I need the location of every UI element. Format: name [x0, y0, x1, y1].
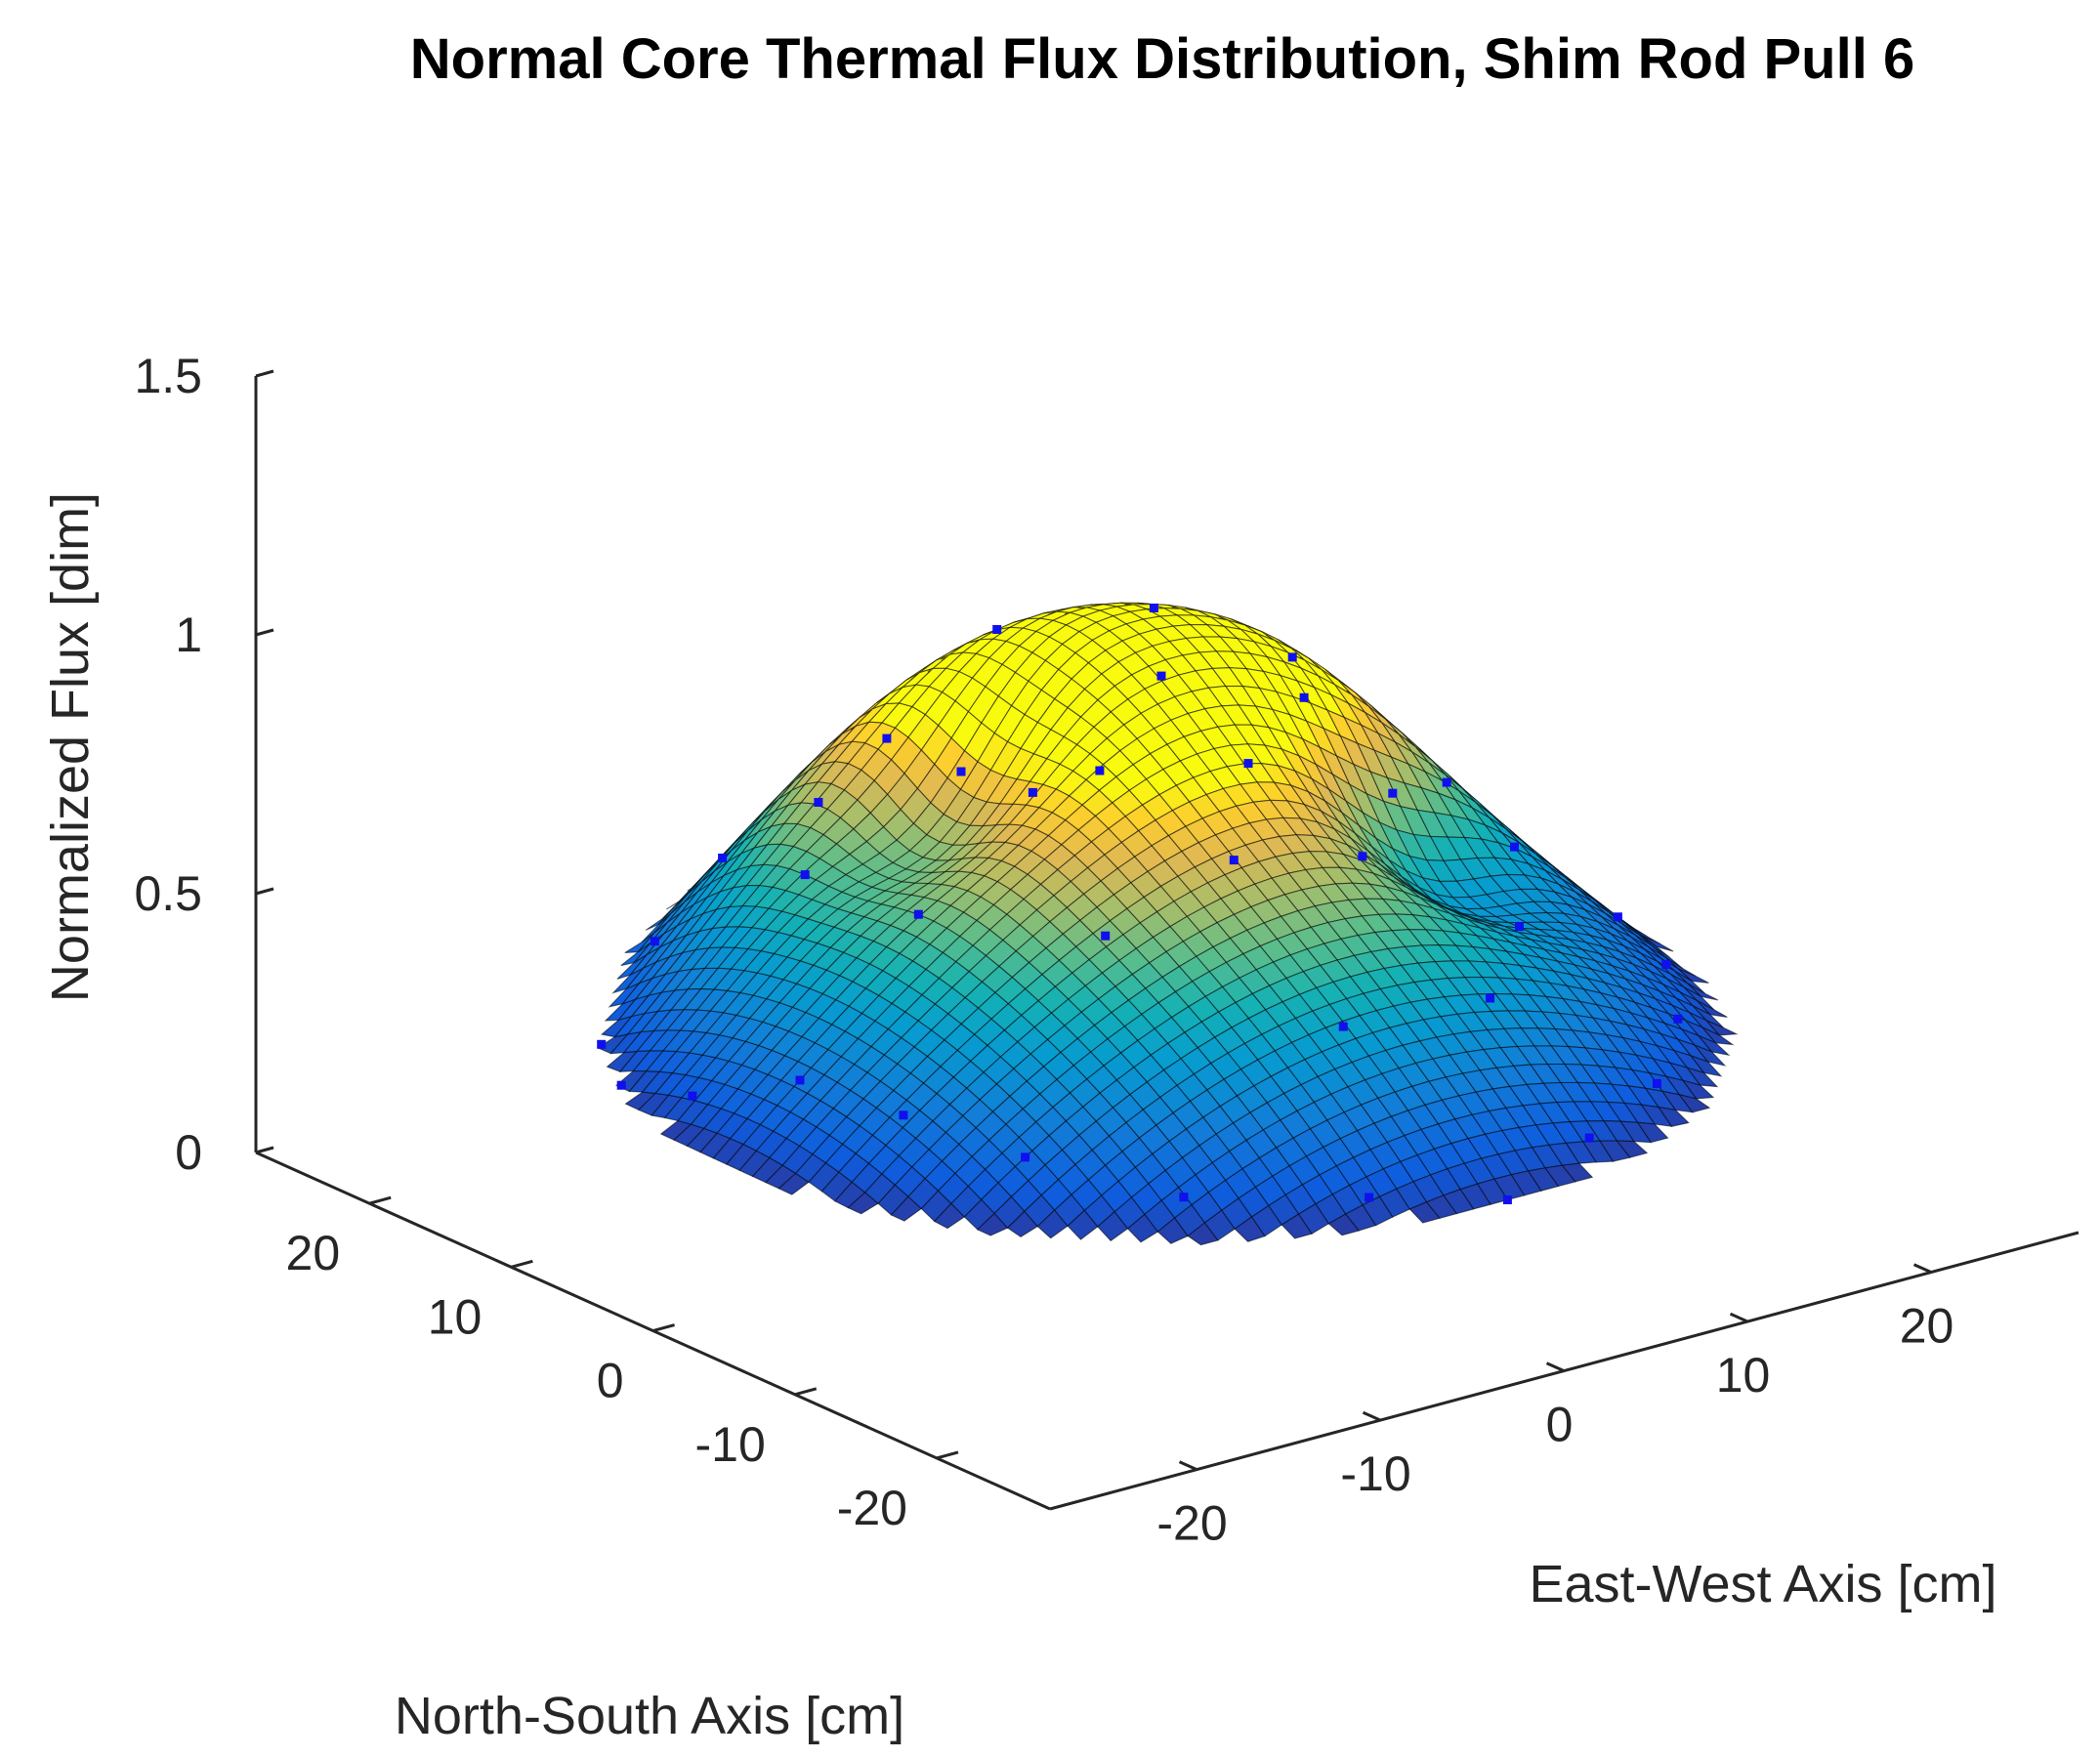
x-tick-label: -20 [1156, 1496, 1227, 1551]
measured-point [1365, 1193, 1374, 1202]
y-tick-label: -20 [837, 1481, 907, 1535]
y-axis-line [255, 1151, 1051, 1511]
surface-cell [1657, 1106, 1690, 1127]
x-tick-mark [1912, 1263, 1933, 1275]
measured-point [1652, 1078, 1661, 1088]
x-tick-mark [1178, 1460, 1198, 1472]
measured-point [1502, 1195, 1512, 1204]
measured-point [1101, 931, 1111, 941]
surface-cell [1643, 936, 1674, 952]
x-tick-label: 0 [1546, 1398, 1574, 1452]
z-tick-label: 1 [175, 607, 202, 662]
measured-point [882, 733, 892, 743]
measured-point [1486, 993, 1495, 1003]
surface-cell [1698, 1034, 1731, 1057]
measured-point [1021, 1152, 1030, 1162]
x-axis-label: East-West Axis [cm] [1529, 1555, 1996, 1613]
surface-cell [1678, 968, 1709, 984]
x-tick-label: -10 [1340, 1446, 1410, 1501]
measured-point [1243, 759, 1253, 769]
measured-point [688, 1091, 697, 1101]
measured-point [1673, 1014, 1683, 1024]
measured-point [650, 937, 659, 946]
z-tick-label: 0 [175, 1125, 202, 1180]
measured-point [1584, 1133, 1594, 1143]
measured-point [1149, 604, 1158, 612]
measured-point [1095, 766, 1105, 775]
surface-cell [1681, 1079, 1715, 1100]
z-tick-mark [255, 369, 274, 378]
y-axis-label: North-South Axis [cm] [395, 1687, 904, 1745]
y-tick-mark [368, 1195, 392, 1205]
surface-cell [1693, 1043, 1727, 1067]
measured-point [1358, 852, 1367, 861]
measured-point [956, 767, 966, 776]
surface-cell [1616, 1140, 1649, 1158]
measured-point [1388, 788, 1398, 798]
surface-cell [1636, 1121, 1669, 1144]
z-tick-mark [255, 1146, 274, 1154]
measured-point [1515, 922, 1524, 932]
measured-point [1229, 856, 1239, 865]
surface-cell [1678, 1093, 1711, 1113]
z-tick-label: 0.5 [134, 866, 202, 921]
y-tick-mark [510, 1259, 533, 1269]
measured-point [913, 909, 923, 919]
measured-point [1156, 671, 1166, 681]
z-tick-mark [255, 887, 274, 896]
z-axis-label: Normalized Flux [dim] [41, 492, 100, 1002]
x-tick-label: 20 [1900, 1299, 1954, 1354]
measured-point [1287, 652, 1297, 662]
measured-point [1442, 777, 1451, 787]
surface-cell [1689, 1054, 1723, 1077]
y-tick-label: -10 [694, 1417, 765, 1472]
x-tick-mark [1545, 1361, 1566, 1373]
measured-point [718, 854, 728, 862]
surface-cell [1701, 1026, 1735, 1046]
y-tick-label: 20 [286, 1226, 341, 1280]
measured-point [1661, 960, 1671, 970]
y-tick-mark [794, 1387, 818, 1397]
surface-cell [1561, 1162, 1594, 1183]
surface-cell [1685, 1067, 1719, 1088]
measured-points [597, 604, 1683, 1204]
z-tick-mark [255, 628, 274, 637]
measured-point [1299, 692, 1309, 702]
z-tick-label: 1.5 [134, 349, 202, 403]
measured-point [1613, 912, 1622, 922]
x-tick-mark [1362, 1410, 1382, 1422]
surface-cell [1697, 1000, 1728, 1018]
surface-cell [1705, 1020, 1739, 1036]
y-tick-label: 0 [597, 1354, 624, 1408]
y-tick-label: 10 [428, 1289, 483, 1344]
x-tick-label: 10 [1716, 1348, 1771, 1403]
measured-point [795, 1075, 805, 1085]
y-tick-mark [936, 1450, 959, 1460]
measured-point [616, 1080, 626, 1090]
y-tick-mark [652, 1323, 675, 1333]
measured-point [992, 625, 1002, 634]
measured-point [1510, 842, 1519, 852]
measured-point [1179, 1193, 1189, 1202]
measured-point [1028, 787, 1037, 797]
flux-surface [596, 602, 1739, 1246]
measured-point [814, 798, 823, 807]
surface-cell [1687, 983, 1719, 1001]
x-tick-mark [1729, 1312, 1749, 1323]
measured-point [899, 1110, 908, 1120]
axis-ticks: 0 0.5 1 1.5 -20 -10 0 10 20 -20 -10 0 10 20 [134, 349, 1953, 1551]
measured-point [1338, 1022, 1348, 1031]
chart-title: Normal Core Thermal Flux Distribution, S… [410, 27, 1914, 91]
measured-point [800, 870, 810, 880]
measured-point [597, 1039, 607, 1049]
